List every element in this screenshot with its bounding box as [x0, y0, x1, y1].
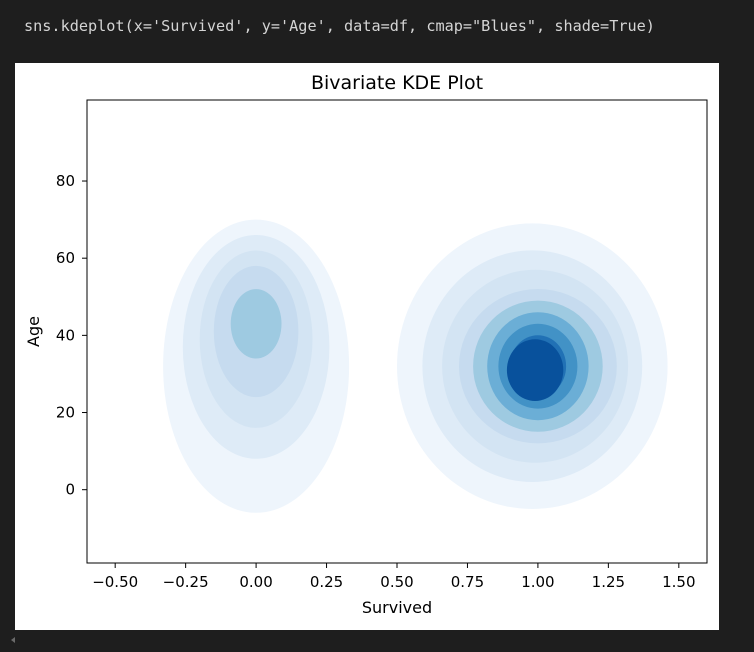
- y-tick-label: 40: [56, 326, 75, 344]
- kde-contour-level-9-died: [506, 339, 564, 401]
- scroll-left-arrow-icon[interactable]: [11, 637, 15, 643]
- y-tick-label: 20: [56, 404, 75, 422]
- kde-chart: −0.50 −0.25 0.00 0.25 0.50 0.75 1.00 1.25 1.50 0…: [24, 72, 708, 617]
- plot-output: −0.50 −0.25 0.00 0.25 0.50 0.75 1.00 1.25 1.50 0…: [15, 63, 719, 630]
- x-axis-ticks: −0.50 −0.25 0.00 0.25 0.50 0.75 1.00 1.25 1.50: [92, 563, 696, 591]
- x-tick-label: 0.75: [451, 573, 484, 591]
- x-tick-label: 1.25: [592, 573, 625, 591]
- x-tick-label: 1.50: [662, 573, 695, 591]
- x-tick-label: 0.25: [310, 573, 343, 591]
- kde-contour-level-5-died: [230, 289, 282, 359]
- x-tick-label: 1.00: [521, 573, 554, 591]
- x-tick-label: 0.00: [239, 573, 272, 591]
- y-tick-label: 60: [56, 249, 75, 267]
- y-tick-label: 80: [56, 172, 75, 190]
- kde-contours: [163, 219, 668, 513]
- code-cell-source: sns.kdeplot(x='Survived', y='Age', data=…: [24, 17, 655, 35]
- y-tick-label: 0: [65, 481, 75, 499]
- horizontal-scrollbar[interactable]: [0, 632, 754, 652]
- chart-title: Bivariate KDE Plot: [311, 72, 483, 94]
- x-tick-label: 0.50: [380, 573, 413, 591]
- x-axis-label: Survived: [362, 598, 432, 617]
- x-tick-label: −0.50: [92, 573, 138, 591]
- y-axis-ticks: 0 20 40 60 80: [56, 172, 87, 499]
- y-axis-label: Age: [24, 316, 43, 347]
- x-tick-label: −0.25: [163, 573, 209, 591]
